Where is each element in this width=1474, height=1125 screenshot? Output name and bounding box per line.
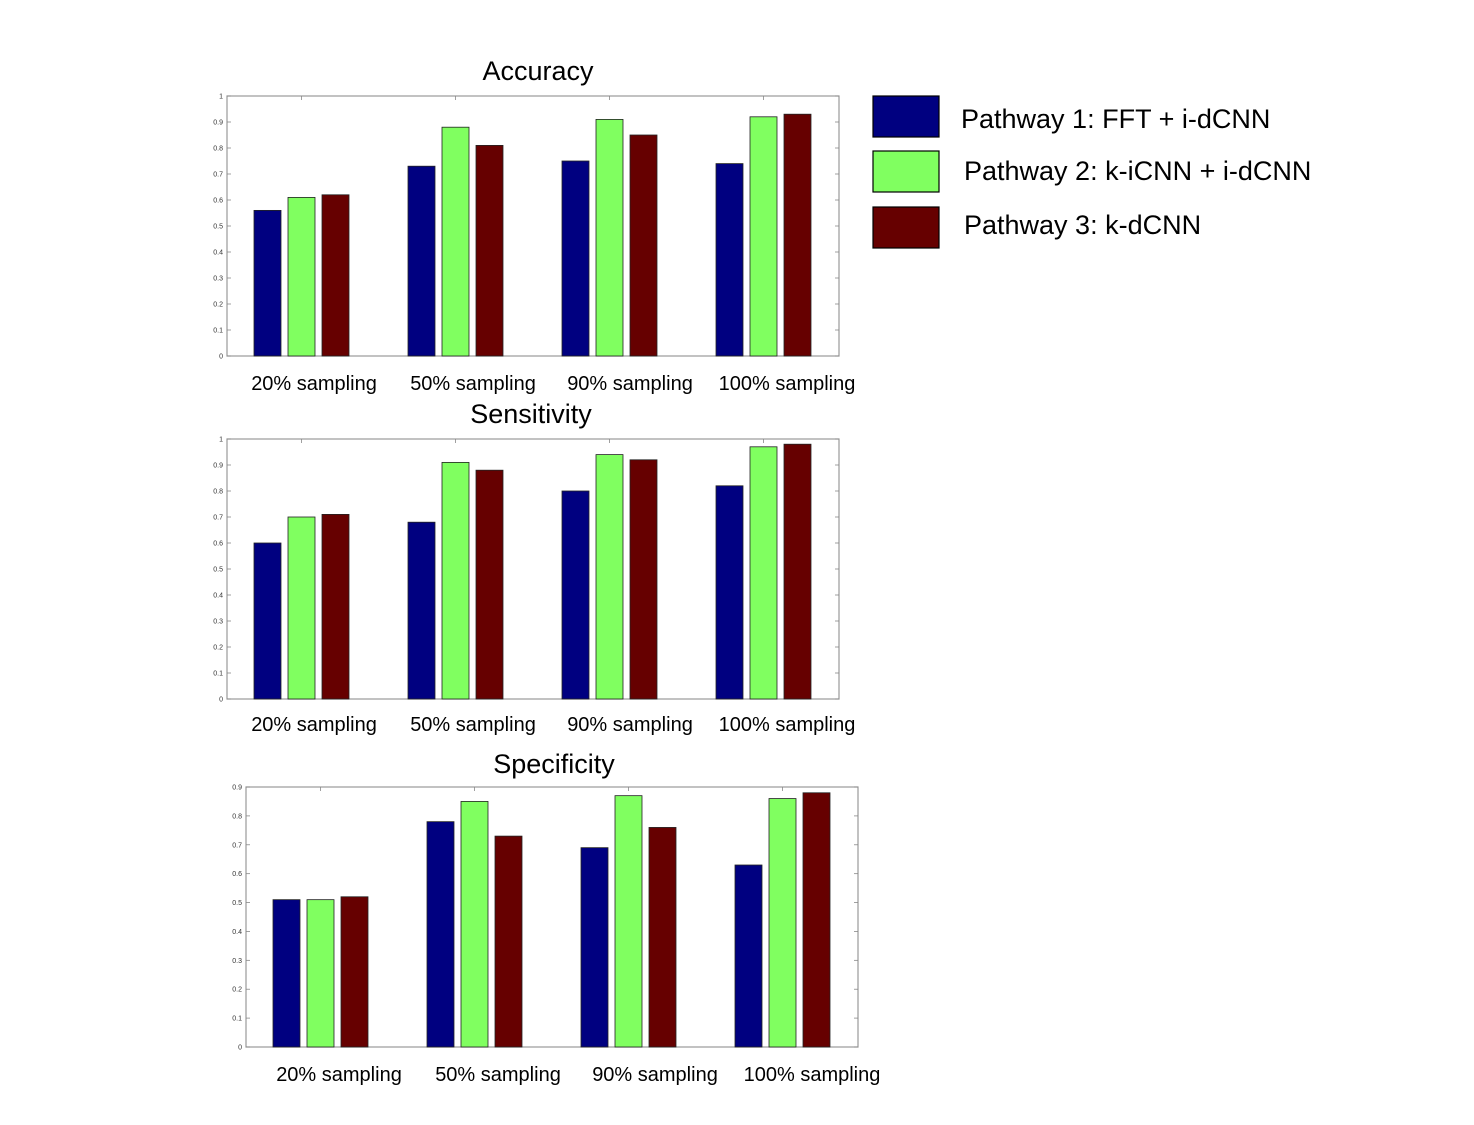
sensitivity-bar-series2-1	[287, 516, 316, 700]
specificity-ytick-label: 0.8	[232, 813, 242, 820]
specificity-ytick-label: 0.3	[232, 958, 242, 965]
sensitivity-ytick-label: 0.4	[213, 593, 223, 600]
sensitivity-ytick-label: 0.8	[213, 489, 223, 496]
specificity-bar-series3-3	[648, 827, 677, 1048]
specificity-bar-series1-3	[580, 847, 609, 1048]
sensitivity-bar-series2-2	[441, 461, 470, 700]
specificity-ytick-label: 0.6	[232, 871, 242, 878]
accuracy-category-label: 20% sampling	[251, 373, 377, 395]
legend: Pathway 1: FFT + i-dCNN Pathway 2: k-iCN…	[872, 95, 1311, 249]
accuracy-ytick-label: 0.7	[213, 172, 223, 179]
accuracy-ytick-label: 0.5	[213, 224, 223, 231]
accuracy-ytick-label: 0.2	[213, 302, 223, 309]
sensitivity-ytick-label: 1	[219, 437, 223, 444]
sensitivity-plot-frame	[226, 438, 840, 700]
specificity-ytick-label: 0	[238, 1045, 242, 1052]
specificity-chart-title: Specificity	[493, 749, 615, 779]
accuracy-bar-series1-3	[561, 160, 590, 357]
accuracy-ytick-label: 0.9	[213, 120, 223, 127]
specificity-ytick-label: 0.7	[232, 842, 242, 849]
specificity-category-label: 50% sampling	[435, 1064, 561, 1086]
sensitivity-ytick-label: 0	[219, 697, 223, 704]
accuracy-bar-series2-4	[749, 116, 778, 357]
sensitivity-bar-series3-1	[321, 514, 350, 700]
sensitivity-bar-series2-3	[595, 454, 624, 700]
accuracy-bar-series3-4	[783, 113, 812, 357]
specificity-bar-series1-4	[734, 864, 763, 1048]
specificity-bar-series2-4	[768, 798, 797, 1048]
specificity-bar-series2-3	[614, 795, 643, 1048]
specificity-ytick-label: 0.9	[232, 785, 242, 792]
sensitivity-bar-series2-4	[749, 446, 778, 700]
accuracy-ytick-label: 0.3	[213, 276, 223, 283]
accuracy-chart-title: Accuracy	[482, 56, 594, 86]
specificity-bar-series1-2	[426, 821, 455, 1048]
accuracy-bar-series2-1	[287, 196, 316, 357]
specificity-bar-series3-2	[494, 835, 523, 1048]
accuracy-ytick-label: 0.1	[213, 328, 223, 335]
specificity-bar-series3-1	[340, 896, 369, 1048]
specificity-category-label: 20% sampling	[276, 1064, 402, 1086]
accuracy-bar-series3-3	[629, 134, 658, 357]
accuracy-bar-series3-1	[321, 194, 350, 357]
sensitivity-chart: Sensitivity 0 0.1 0.2 0.3 0.4 0.5 0.6 0.7 0.8 0.9 1…	[213, 399, 855, 736]
accuracy-bar-series3-2	[475, 144, 504, 357]
legend-swatch-pathway-3	[872, 206, 940, 249]
sensitivity-ytick-label: 0.5	[213, 567, 223, 574]
specificity-ytick-label: 0.4	[232, 929, 242, 936]
accuracy-category-label: 90% sampling	[567, 373, 693, 395]
accuracy-plot-frame	[226, 95, 840, 357]
accuracy-ytick-label: 0.6	[213, 198, 223, 205]
specificity-bar-series2-1	[306, 899, 335, 1048]
legend-label-pathway-3: Pathway 3: k-dCNN	[964, 210, 1201, 240]
accuracy-bar-series1-2	[407, 165, 436, 357]
sensitivity-bar-series1-2	[407, 521, 436, 700]
sensitivity-ytick-label: 0.7	[213, 515, 223, 522]
accuracy-bar-series2-3	[595, 119, 624, 357]
specificity-category-label: 100% sampling	[744, 1064, 881, 1086]
sensitivity-bar-series3-3	[629, 459, 658, 700]
accuracy-ytick-label: 0.8	[213, 146, 223, 153]
specificity-bar-series1-1	[272, 899, 301, 1048]
accuracy-category-label: 100% sampling	[719, 373, 856, 395]
legend-label-pathway-1: Pathway 1: FFT + i-dCNN	[961, 104, 1270, 134]
sensitivity-category-label: 20% sampling	[251, 714, 377, 736]
accuracy-bar-series2-2	[441, 126, 470, 357]
specificity-category-label: 90% sampling	[592, 1064, 718, 1086]
sensitivity-bar-series1-4	[715, 485, 744, 700]
accuracy-ytick-label: 1	[219, 94, 223, 101]
sensitivity-bar-series1-3	[561, 490, 590, 700]
accuracy-category-label: 50% sampling	[410, 373, 536, 395]
sensitivity-bar-series3-2	[475, 469, 504, 700]
specificity-chart: Specificity 0 0.1 0.2 0.3 0.4 0.5 0.6 0.7 0.8 0.9 2…	[232, 749, 880, 1086]
sensitivity-category-label: 100% sampling	[719, 714, 856, 736]
sensitivity-bar-series3-4	[783, 443, 812, 700]
sensitivity-chart-title: Sensitivity	[470, 399, 592, 429]
charts-group: Accuracy 0 0.1 0.2 0.3 0.4 0.5 0.6 0.7 0.8 0.9 1 20%…	[213, 56, 880, 1086]
specificity-bar-series3-4	[802, 792, 831, 1048]
legend-swatch-pathway-2	[872, 150, 940, 193]
sensitivity-ytick-label: 0.2	[213, 645, 223, 652]
accuracy-bar-series1-1	[253, 209, 282, 357]
accuracy-chart: Accuracy 0 0.1 0.2 0.3 0.4 0.5 0.6 0.7 0.8 0.9 1 20%…	[213, 56, 855, 395]
legend-swatch-pathway-1	[872, 95, 940, 138]
specificity-plot-frame	[245, 786, 859, 1048]
specificity-bar-series2-2	[460, 801, 489, 1048]
specificity-ytick-label: 0.1	[232, 1016, 242, 1023]
specificity-ytick-label: 0.5	[232, 900, 242, 907]
accuracy-ytick-label: 0.4	[213, 250, 223, 257]
specificity-ytick-label: 0.2	[232, 987, 242, 994]
accuracy-bar-series1-4	[715, 163, 744, 357]
accuracy-ytick-label: 0	[219, 354, 223, 361]
sensitivity-category-label: 50% sampling	[410, 714, 536, 736]
sensitivity-bar-series1-1	[253, 542, 282, 700]
sensitivity-ytick-label: 0.6	[213, 541, 223, 548]
sensitivity-category-label: 90% sampling	[567, 714, 693, 736]
legend-label-pathway-2: Pathway 2: k-iCNN + i-dCNN	[964, 156, 1311, 186]
sensitivity-ytick-label: 0.3	[213, 619, 223, 626]
sensitivity-ytick-label: 0.1	[213, 671, 223, 678]
sensitivity-ytick-label: 0.9	[213, 463, 223, 470]
